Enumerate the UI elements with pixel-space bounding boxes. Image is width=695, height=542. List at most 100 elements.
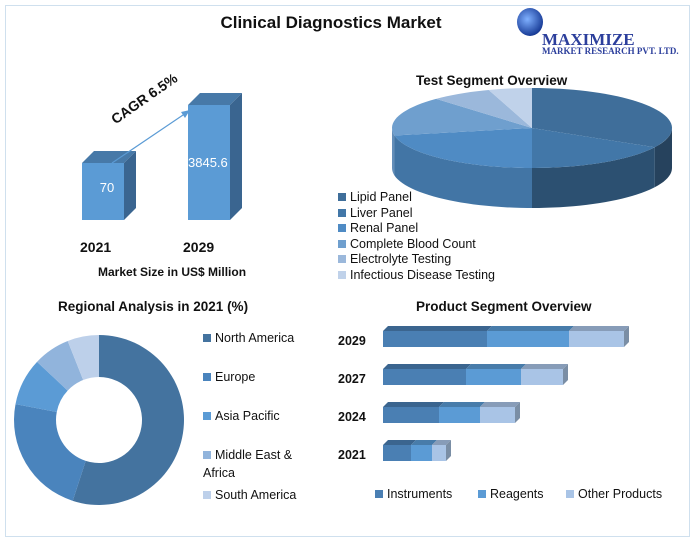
bar-top-2021 — [82, 151, 136, 163]
legend-item: Lipid Panel — [338, 190, 412, 204]
legend-label: Reagents — [490, 487, 544, 501]
bar-top — [480, 402, 520, 407]
legend-item: Electrolyte Testing — [338, 252, 451, 266]
pie-slice-electrolyte-testing — [436, 89, 532, 128]
bar-instruments-2021 — [383, 445, 411, 461]
legend-item: Europe — [203, 368, 255, 386]
bar-side-2029 — [230, 93, 242, 220]
legend-label: North America — [215, 331, 295, 345]
category-label: 2029 — [338, 334, 366, 348]
legend-item: Instruments — [375, 487, 452, 501]
bar-top — [383, 402, 444, 407]
legend-item: Middle East & Africa — [203, 446, 292, 482]
pie-slice-infectious-disease-testing — [488, 88, 532, 128]
donut-slice-4 — [67, 335, 99, 381]
legend-swatch — [203, 334, 211, 342]
cagr-arrow — [111, 112, 187, 164]
bar-top — [383, 364, 471, 369]
year-label-2021: 2021 — [80, 239, 112, 255]
pie-slice-lipid-panel — [532, 88, 672, 148]
legend-label: Renal Panel — [350, 221, 419, 235]
bar-other-products-2024 — [480, 407, 515, 423]
bar-instruments-2027 — [383, 369, 466, 385]
legend-label: Asia Pacific — [215, 409, 280, 423]
legend-item: Renal Panel — [338, 221, 418, 235]
pie-side-3 — [392, 128, 395, 176]
arrow-head — [181, 110, 190, 118]
globe-icon — [517, 8, 543, 36]
bar-reagents-2029 — [487, 331, 569, 347]
year-label-2029: 2029 — [183, 239, 215, 255]
legend-item: Asia Pacific — [203, 407, 280, 425]
bar-label-2029: 3845.6 — [188, 155, 228, 170]
bar-end — [446, 440, 451, 461]
category-label: 2027 — [338, 372, 366, 386]
legend-label: Electrolyte Testing — [350, 252, 452, 266]
pie-side-1 — [532, 147, 655, 208]
legend-item: Reagents — [478, 487, 544, 501]
pie-slice-complete-blood-count — [392, 98, 532, 136]
bar-reagents-2021 — [411, 445, 432, 461]
legend-label: Middle East & — [215, 448, 293, 462]
bar-top — [487, 326, 574, 331]
donut-slice-0 — [72, 335, 184, 505]
category-label: 2021 — [338, 448, 366, 462]
legend-label: Europe — [215, 370, 256, 384]
logo: MAXIMIZE MARKET RESEARCH PVT. LTD. — [512, 6, 692, 56]
legend-label: Other Products — [578, 487, 663, 501]
legend-swatch — [338, 239, 346, 248]
logo-name: MAXIMIZE — [542, 30, 635, 49]
legend-item: Other Products — [566, 487, 662, 501]
bar-instruments-2029 — [383, 331, 487, 347]
donut-slice-1 — [14, 404, 86, 501]
legend-label: South America — [215, 488, 297, 502]
donut-slice-2 — [15, 361, 68, 412]
legend-label: Instruments — [387, 487, 453, 501]
legend-label: Lipid Panel — [350, 190, 412, 204]
legend-swatch — [203, 491, 211, 499]
bar-top — [521, 364, 568, 369]
bar-end — [515, 402, 520, 423]
bar-other-products-2027 — [521, 369, 563, 385]
regional-title: Regional Analysis in 2021 (%) — [58, 299, 249, 314]
legend-item: Complete Blood Count — [338, 237, 476, 251]
pie-side-2 — [394, 135, 532, 208]
bar-2029 — [188, 105, 230, 220]
legend-item: North America — [203, 329, 294, 347]
bar-top — [432, 440, 451, 445]
legend-swatch — [203, 373, 211, 381]
pie-side-0 — [654, 128, 672, 188]
legend-swatch — [338, 270, 346, 279]
bar-other-products-2029 — [569, 331, 624, 347]
legend-label: Complete Blood Count — [350, 236, 476, 251]
bar-top — [569, 326, 629, 331]
legend-label: Liver Panel — [350, 205, 413, 220]
legend-swatch — [203, 451, 211, 459]
legend-swatch — [338, 255, 346, 263]
bar-top — [383, 326, 492, 331]
legend-item: Infectious Disease Testing — [338, 268, 495, 282]
legend-swatch — [478, 490, 486, 498]
legend-swatch — [338, 193, 346, 201]
legend-label: Infectious Disease Testing — [350, 267, 495, 282]
donut-slice-3 — [37, 340, 84, 391]
bar-end — [624, 326, 629, 347]
pie-slice-renal-panel — [394, 128, 532, 168]
legend-label: Africa — [203, 466, 235, 480]
bar-2021 — [82, 163, 124, 220]
bar-other-products-2021 — [432, 445, 446, 461]
legend-item: Liver Panel — [338, 206, 413, 220]
legend-swatch — [203, 412, 211, 420]
frame — [5, 5, 690, 537]
bar-top — [383, 440, 416, 445]
legend-item: South America — [203, 486, 296, 504]
page-title: Clinical Diagnostics Market — [220, 13, 442, 32]
bar-instruments-2024 — [383, 407, 439, 423]
bar-side-2021 — [124, 151, 136, 220]
legend-swatch — [566, 490, 574, 498]
legend-swatch — [375, 490, 383, 498]
product-segment-title: Product Segment Overview — [416, 299, 592, 314]
legend-swatch — [338, 224, 346, 232]
